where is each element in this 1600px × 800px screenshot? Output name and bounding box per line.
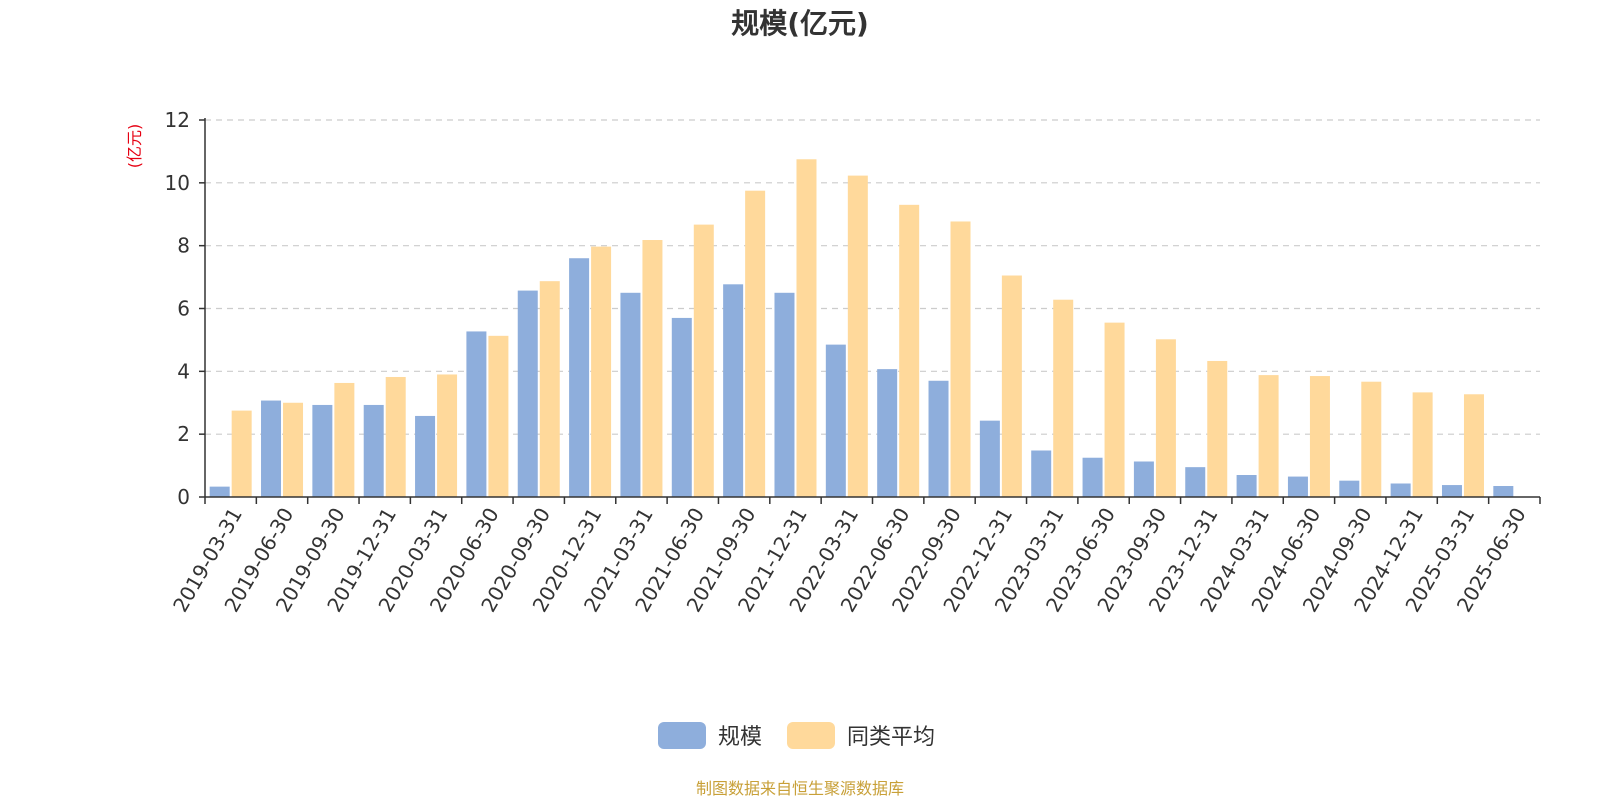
bar-scale: [569, 258, 590, 497]
bar-peer-average: [437, 374, 458, 497]
bar-scale: [723, 284, 744, 497]
data-source-note: 制图数据来自恒生聚源数据库: [696, 779, 904, 798]
bar-scale: [261, 400, 282, 497]
bar-scale: [1031, 450, 1052, 497]
bar-peer-average: [950, 221, 971, 497]
bar-peer-average: [231, 410, 252, 497]
y-tick-label: 10: [165, 171, 190, 195]
legend-label-scale: 规模: [718, 725, 762, 750]
bar-peer-average: [1207, 360, 1228, 497]
legend-label-peer-average: 同类平均: [847, 725, 935, 750]
bar-scale: [1390, 483, 1411, 497]
bar-scale: [1441, 485, 1462, 497]
bar-peer-average: [1053, 299, 1074, 497]
chart-title: 规模(亿元): [731, 7, 869, 40]
bar-peer-average: [334, 382, 355, 497]
bar-peer-average: [1104, 322, 1125, 497]
y-tick-label: 6: [177, 297, 190, 321]
y-axis-unit-label: (亿元): [125, 124, 144, 169]
bar-peer-average: [1155, 339, 1176, 497]
bars: [209, 159, 1514, 498]
bar-peer-average: [488, 335, 509, 497]
bar-peer-average: [899, 204, 920, 497]
legend-swatch-peer-average: [787, 722, 835, 749]
bar-scale: [415, 415, 436, 497]
bar-peer-average: [642, 240, 663, 498]
y-tick-label: 12: [165, 108, 190, 132]
x-tick-labels: 2019-03-312019-06-302019-09-302019-12-31…: [168, 503, 1531, 616]
bar-scale: [209, 486, 230, 497]
bar-scale: [1082, 457, 1103, 497]
bar-scale: [363, 404, 384, 497]
bar-scale: [1493, 486, 1514, 497]
bar-peer-average: [1001, 275, 1022, 497]
bar-peer-average: [591, 246, 612, 497]
bar-scale: [517, 290, 538, 497]
bar-scale: [466, 331, 487, 497]
bar-peer-average: [1412, 392, 1433, 497]
bar-scale: [312, 404, 333, 497]
bar-peer-average: [796, 159, 817, 498]
bar-peer-average: [1361, 381, 1382, 497]
bar-peer-average: [385, 376, 406, 497]
bar-scale: [671, 317, 692, 497]
bar-peer-average: [539, 281, 560, 497]
bar-peer-average: [693, 224, 714, 497]
bar-scale: [979, 420, 1000, 497]
bar-scale: [825, 344, 846, 497]
y-tick-labels: 0 2 4 6 8 10 12: [165, 108, 190, 509]
bar-peer-average: [1309, 376, 1330, 497]
legend-swatch-scale: [658, 722, 706, 749]
bar-scale: [1236, 475, 1257, 497]
y-tick-label: 8: [177, 234, 190, 258]
bar-peer-average: [1258, 375, 1279, 497]
bar-scale: [1287, 476, 1308, 497]
bar-peer-average: [283, 402, 304, 497]
bar-peer-average: [745, 190, 766, 497]
axes: [199, 118, 1541, 504]
bar-scale: [1185, 467, 1206, 497]
y-tick-label: 2: [177, 422, 190, 446]
bar-scale: [774, 292, 795, 497]
legend: 规模 同类平均: [658, 722, 935, 750]
y-tick-label: 0: [177, 485, 190, 509]
bar-scale: [928, 380, 949, 497]
y-tick-label: 4: [177, 359, 190, 383]
bar-scale: [1133, 461, 1154, 497]
bar-scale: [620, 292, 641, 497]
bar-scale: [877, 369, 898, 497]
bar-peer-average: [1463, 394, 1484, 497]
bar-scale: [1339, 480, 1360, 497]
bar-peer-average: [847, 175, 868, 498]
